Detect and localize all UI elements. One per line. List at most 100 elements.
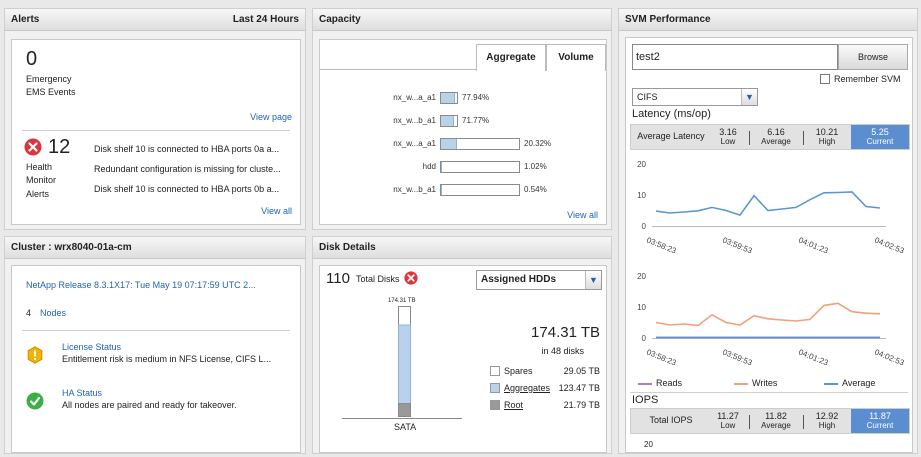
latency-chart-series-line[interactable] bbox=[655, 191, 881, 217]
chevron-down-icon[interactable]: ▼ bbox=[585, 271, 601, 289]
warning-icon bbox=[26, 346, 44, 364]
latency-low: 3.16 Low bbox=[711, 125, 745, 149]
latency-chart-y-tick: 0 bbox=[642, 222, 647, 231]
capacity-bar[interactable] bbox=[440, 161, 520, 173]
protocol-select[interactable]: CIFS ▼ bbox=[632, 88, 758, 106]
latency-avg-value: 6.16 bbox=[767, 127, 785, 137]
release-link[interactable]: NetApp Release 8.3.1X17: Tue May 19 07:1… bbox=[26, 280, 256, 290]
disk-bar-category: SATA bbox=[394, 422, 417, 432]
legend-reads-swatch bbox=[638, 383, 652, 385]
legend-average-label[interactable]: Average bbox=[842, 378, 876, 388]
protocol-chevron-down-icon[interactable]: ▼ bbox=[741, 89, 757, 105]
alerts-card: 0 Emergency EMS Events View page 12 Heal… bbox=[11, 39, 301, 225]
capacity-bar[interactable] bbox=[440, 184, 520, 196]
legend-root-swatch bbox=[490, 400, 500, 410]
iops-high-label: High bbox=[818, 421, 836, 430]
tab-volume[interactable]: Volume bbox=[546, 44, 606, 71]
cluster-divider bbox=[22, 330, 290, 331]
iops-high: 12.92 High bbox=[807, 409, 847, 433]
ops-chart-series-writes[interactable] bbox=[655, 302, 881, 327]
legend-aggregates-label[interactable]: Aggregates bbox=[504, 383, 551, 393]
latency-low-label: Low bbox=[720, 137, 736, 146]
latency-label: Average Latency bbox=[637, 131, 705, 141]
svm-card: test2 Browse Remember SVM CIFS ▼ Latency… bbox=[625, 37, 913, 453]
ops-chart[interactable]: 0 10 20 03:58:23 03:59:53 04:01:23 04:02:53 bbox=[626, 264, 914, 374]
capacity-view-all-link[interactable]: View all bbox=[567, 210, 598, 220]
disk-type-select[interactable]: Assigned HDDs ▼ bbox=[476, 270, 602, 290]
capacity-bar-label: nx_w...b_a1 bbox=[393, 185, 436, 194]
alerts-view-all-link[interactable]: View all bbox=[261, 206, 292, 216]
latency-high: 10.21 High bbox=[807, 125, 847, 149]
cluster-card: NetApp Release 8.3.1X17: Tue May 19 07:1… bbox=[11, 265, 301, 453]
iops-axis-top: 20 bbox=[644, 440, 653, 449]
ops-chart-x-tick: 04:01:23 bbox=[797, 348, 830, 368]
latency-avg: 6.16 Average bbox=[753, 125, 799, 149]
legend-root-label[interactable]: Root bbox=[504, 400, 524, 410]
latency-chart-x-tick: 04:02:53 bbox=[873, 236, 906, 256]
capacity-card: Aggregate Volume nx_w...a_a1 77.94% nx_w..… bbox=[319, 39, 607, 225]
disk-panel: Disk Details 110 Total Disks Assigned HD… bbox=[312, 236, 612, 454]
iops-current-label: Current bbox=[866, 421, 894, 430]
latency-avg-label: Average bbox=[761, 137, 791, 146]
iops-sep-1 bbox=[749, 415, 750, 429]
capacity-bar-percent: 1.02% bbox=[524, 162, 547, 171]
emergency-count[interactable]: 0 bbox=[26, 48, 38, 70]
cluster-title: Cluster : wrx8040-01a-cm bbox=[11, 242, 132, 253]
alerts-range[interactable]: Last 24 Hours bbox=[232, 14, 299, 25]
remember-svm-checkbox[interactable] bbox=[820, 74, 830, 84]
iops-title: IOPS bbox=[632, 394, 659, 406]
iops-low-value: 11.27 bbox=[717, 411, 739, 421]
emergency-label: Emergency bbox=[26, 74, 72, 84]
remember-svm-label: Remember SVM bbox=[834, 74, 901, 84]
ha-status-link[interactable]: HA Status bbox=[62, 388, 103, 398]
capacity-bar[interactable] bbox=[440, 115, 458, 127]
ops-chart-y-tick: 0 bbox=[642, 334, 647, 343]
license-status-link[interactable]: License Status bbox=[62, 342, 122, 352]
capacity-bar[interactable] bbox=[440, 138, 520, 150]
capacity-bar-percent: 77.94% bbox=[462, 93, 490, 102]
latency-current-label: Current bbox=[866, 137, 894, 146]
latency-chart[interactable]: 0 10 20 03:58:23 03:59:53 04:01:23 04:02:53 bbox=[626, 152, 914, 262]
error-icon bbox=[24, 138, 42, 156]
disk-total-size: 174.31 TB bbox=[531, 324, 600, 341]
legend-aggregates-value: 123.47 TB bbox=[558, 383, 600, 393]
ha-status-text: All nodes are paired and ready for takeo… bbox=[62, 400, 237, 410]
total-disk-count[interactable]: 110 bbox=[326, 270, 350, 287]
alert-message-3[interactable]: Disk shelf 10 is connected to HBA ports … bbox=[94, 184, 280, 194]
capacity-bar-label: nx_w...a_a1 bbox=[393, 93, 436, 102]
disk-stack-bar[interactable] bbox=[398, 306, 412, 418]
disk-type-select-value: Assigned HDDs bbox=[481, 274, 557, 285]
latency-high-value: 10.21 bbox=[815, 127, 839, 137]
legend-writes-label[interactable]: Writes bbox=[752, 378, 778, 388]
alert-message-1[interactable]: Disk shelf 10 is connected to HBA ports … bbox=[94, 144, 280, 154]
iops-current[interactable]: 11.87 Current bbox=[851, 409, 909, 433]
iops-avg: 11.82 Average bbox=[753, 409, 799, 433]
tab-aggregate[interactable]: Aggregate bbox=[476, 44, 546, 71]
nodes-link[interactable]: Nodes bbox=[40, 308, 67, 318]
iops-sep-2 bbox=[803, 415, 804, 429]
view-page-link[interactable]: View page bbox=[250, 112, 292, 122]
latency-chart-x-tick: 03:58:23 bbox=[645, 236, 678, 256]
legend-spares-label: Spares bbox=[504, 366, 533, 376]
iops-metrics-bar: Total IOPS 11.27 Low 11.82 Average 12.92… bbox=[630, 408, 910, 434]
svm-input[interactable]: test2 bbox=[632, 44, 838, 70]
iops-high-value: 12.92 bbox=[815, 411, 839, 421]
disk-title: Disk Details bbox=[319, 242, 376, 253]
capacity-bar-label: nx_w...a_a1 bbox=[393, 139, 436, 148]
capacity-bar-fill bbox=[441, 162, 442, 172]
latency-current[interactable]: 5.25 Current bbox=[851, 125, 909, 149]
legend-writes-swatch bbox=[734, 383, 748, 385]
ems-events-label: EMS Events bbox=[26, 87, 76, 97]
ops-chart-y-tick: 10 bbox=[637, 303, 646, 312]
capacity-bar[interactable] bbox=[440, 92, 458, 104]
legend-reads-label[interactable]: Reads bbox=[656, 378, 683, 388]
browse-button[interactable]: Browse bbox=[838, 44, 908, 70]
disk-in-count: in 48 disks bbox=[541, 346, 584, 356]
latency-chart-x-tick: 03:59:53 bbox=[721, 236, 754, 256]
capacity-bar-fill bbox=[441, 139, 458, 149]
health-count[interactable]: 12 bbox=[48, 136, 71, 158]
capacity-bar-fill bbox=[441, 185, 442, 195]
legend-spares-swatch bbox=[490, 366, 500, 376]
alert-message-2[interactable]: Redundant configuration is missing for c… bbox=[94, 164, 281, 174]
latency-metrics-bar: Average Latency 3.16 Low 6.16 Average 10… bbox=[630, 124, 910, 150]
